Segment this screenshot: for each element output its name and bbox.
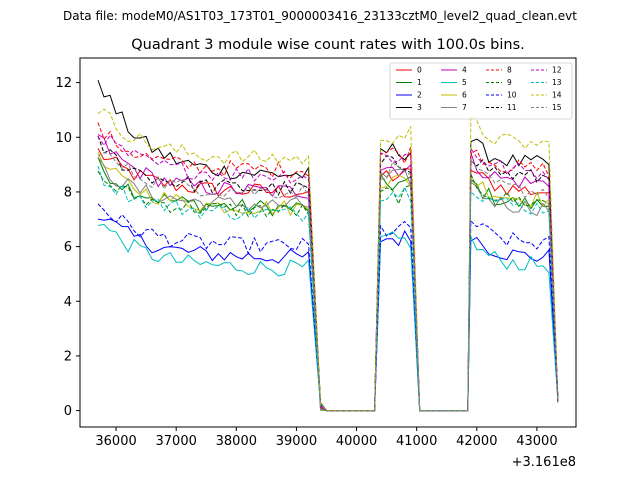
legend-label-6: 6 [462,91,467,100]
legend-label-13: 13 [552,78,562,87]
legend-frame [389,62,573,120]
x-tick-label: 43000 [516,434,557,449]
legend-label-11: 11 [507,103,517,112]
legend-label-5: 5 [462,78,467,87]
x-offset-label: +3.161e8 [512,455,576,470]
legend-label-0: 0 [417,66,422,75]
legend-label-15: 15 [552,103,562,112]
x-tick-label: 39000 [276,434,317,449]
legend-label-7: 7 [462,103,467,112]
y-tick-label: 8 [64,185,72,200]
legend-label-14: 14 [552,91,562,100]
y-tick-label: 6 [64,240,72,255]
series-line-11 [97,135,559,412]
legend-label-12: 12 [552,66,562,75]
y-axis: 0 2 4 6 8 10 12 [55,76,80,419]
y-tick-label: 10 [55,131,72,146]
y-tick-label: 12 [55,76,72,91]
x-tick-label: 38000 [216,434,257,449]
x-tick-label: 42000 [456,434,497,449]
y-tick-label: 0 [64,404,72,419]
figure-suptitle: Data file: modeM0/AS1T03_173T01_90000034… [63,9,577,23]
legend-label-8: 8 [507,66,512,75]
x-axis: 36000 37000 38000 39000 40000 41000 42000 43000 [95,427,558,449]
legend-label-1: 1 [417,78,422,87]
x-tick-label: 36000 [95,434,136,449]
x-tick-label: 37000 [156,434,197,449]
x-tick-label: 40000 [336,434,377,449]
legend-label-9: 9 [507,78,512,87]
y-tick-label: 4 [64,295,72,310]
series-line-12 [97,134,559,412]
legend-label-10: 10 [507,91,517,100]
x-tick-label: 41000 [396,434,437,449]
legend-label-3: 3 [417,103,422,112]
series-line-8 [97,122,559,412]
legend-label-4: 4 [462,66,467,75]
chart-title: Quadrant 3 module wise count rates with … [131,37,525,53]
series-line-14 [97,108,559,412]
y-tick-label: 2 [64,349,72,364]
axes-frame [79,57,577,428]
plot-area [97,80,559,412]
series-line-15 [97,151,559,412]
legend-label-2: 2 [417,91,422,100]
